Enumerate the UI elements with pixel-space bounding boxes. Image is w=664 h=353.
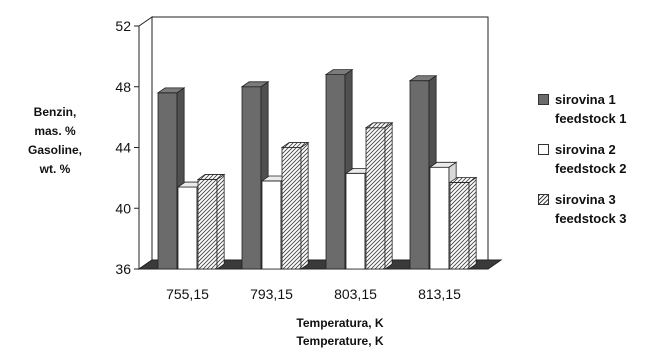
y-axis-label-line-2: mas. % bbox=[34, 124, 76, 138]
legend-label-series-2: sirovina 2 bbox=[555, 142, 616, 157]
bar-front bbox=[241, 86, 262, 270]
legend-label-en-series-3: feedstock 3 bbox=[555, 211, 627, 226]
bar-series-3-793,15 bbox=[280, 141, 310, 270]
bar-top bbox=[240, 81, 270, 88]
legend-item-series-2: sirovina 2 feedstock 2 bbox=[536, 140, 664, 190]
x-tick-label: 793,15 bbox=[250, 286, 293, 302]
bar-front bbox=[345, 172, 366, 270]
y-axis-label-line-3: Gasoline, bbox=[27, 143, 83, 157]
bar-front bbox=[409, 80, 430, 270]
bar-front bbox=[177, 186, 198, 270]
x-tick-label: 755,15 bbox=[166, 286, 209, 302]
legend-label-series-3: sirovina 3 bbox=[555, 192, 616, 207]
y-tick-label: 44 bbox=[115, 140, 131, 156]
legend-swatch-series-2 bbox=[538, 144, 549, 155]
side-wall bbox=[138, 16, 153, 270]
bar-front bbox=[157, 92, 178, 270]
bar-side bbox=[216, 173, 225, 270]
bar-top bbox=[408, 75, 438, 82]
bar-front bbox=[449, 182, 470, 270]
y-axis-label-line-1: Benzin, bbox=[33, 105, 77, 119]
bar-series-3-803,15 bbox=[364, 122, 394, 270]
y-tick-label: 36 bbox=[115, 261, 131, 277]
bar-front bbox=[429, 166, 450, 270]
bar-series-3-813,15 bbox=[448, 176, 478, 270]
bar-top bbox=[428, 161, 458, 168]
bar-side bbox=[384, 122, 393, 270]
legend-swatch-series-3 bbox=[538, 194, 549, 205]
bar-top bbox=[364, 122, 394, 129]
bar-front bbox=[365, 127, 386, 270]
bar-series-3-755,15 bbox=[196, 173, 226, 270]
y-axis-label-line-4: wt. % bbox=[39, 162, 71, 176]
bar-front bbox=[281, 147, 302, 270]
x-axis-label-line-1: Temperatura, K bbox=[296, 316, 384, 330]
bar-top bbox=[196, 174, 226, 180]
x-axis-label: Temperatura, K Temperature, K bbox=[240, 314, 440, 350]
y-tick-label: 52 bbox=[115, 18, 131, 34]
bar-top bbox=[156, 87, 186, 94]
bar-front bbox=[261, 180, 282, 270]
bar-side bbox=[300, 141, 309, 270]
bar-front bbox=[325, 74, 346, 270]
bar-front bbox=[197, 178, 218, 270]
x-axis-label-line-2: Temperature, K bbox=[296, 334, 384, 348]
bar-side bbox=[468, 176, 477, 270]
x-tick-label: 813,15 bbox=[418, 286, 461, 302]
bar-top bbox=[324, 69, 354, 75]
legend-label-en-series-1: feedstock 1 bbox=[555, 111, 627, 126]
bar-top bbox=[448, 177, 478, 183]
plot-area: 36 40 44 48 52 755,15 793,15 803,15 813,15 bbox=[115, 16, 503, 302]
y-tick-label: 48 bbox=[115, 79, 131, 95]
y-axis-label: Benzin, mas. % Gasoline, wt. % bbox=[12, 103, 98, 179]
x-tick-label: 803,15 bbox=[334, 286, 377, 302]
y-tick-label: 40 bbox=[115, 200, 131, 216]
legend: sirovina 1 feedstock 1 sirovina 2 feedst… bbox=[536, 90, 664, 240]
legend-swatch-series-1 bbox=[538, 94, 549, 105]
legend-label-series-1: sirovina 1 bbox=[555, 92, 616, 107]
legend-item-series-1: sirovina 1 feedstock 1 bbox=[536, 90, 664, 140]
bar-top bbox=[280, 142, 310, 148]
legend-item-series-3: sirovina 3 feedstock 3 bbox=[536, 190, 664, 240]
legend-label-en-series-2: feedstock 2 bbox=[555, 161, 627, 176]
